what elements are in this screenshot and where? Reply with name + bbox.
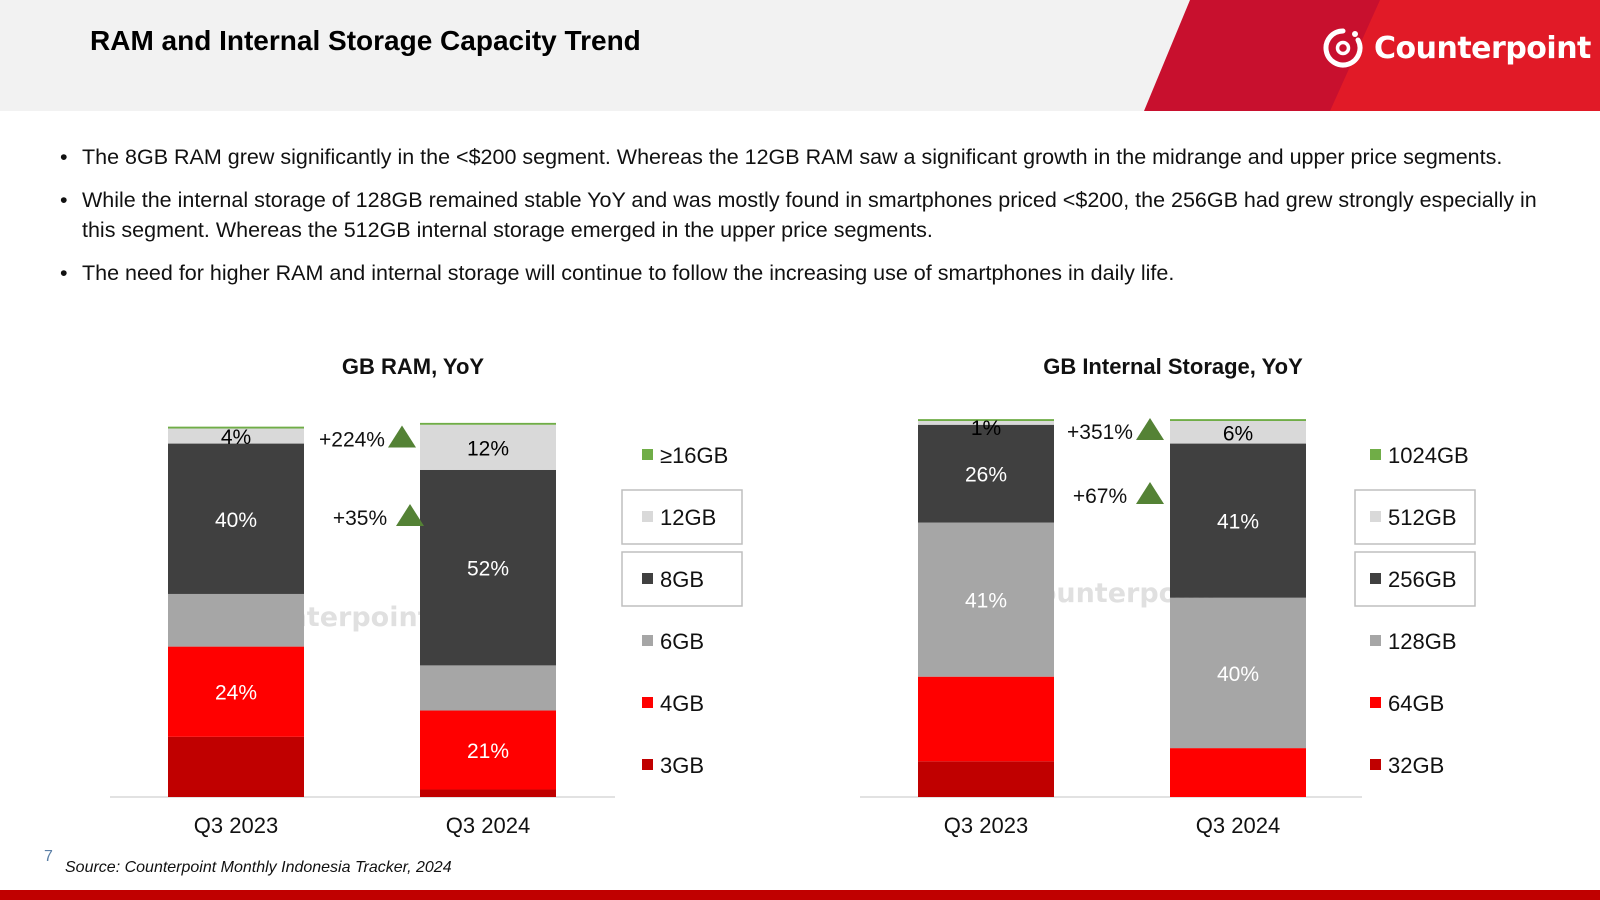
bar-segment-4gb	[168, 646, 304, 737]
x-tick-label: Q3 2024	[1196, 813, 1280, 838]
triangle-up-icon	[396, 504, 424, 526]
bar-segment-64gb	[918, 676, 1054, 762]
page-number: 7	[44, 848, 53, 865]
legend-label: 12GB	[660, 505, 716, 530]
bar-segment-8gb	[168, 443, 304, 594]
legend-label: 32GB	[1388, 753, 1444, 778]
bar-segment-3gb	[168, 736, 304, 797]
legend-label: 256GB	[1388, 567, 1457, 592]
brand-name: Counterpoint	[1374, 30, 1591, 66]
bar-segment-gte-16gb	[168, 426, 304, 429]
brand: Counterpoint	[1322, 27, 1591, 69]
data-label: 4%	[221, 426, 251, 449]
data-label: 41%	[965, 590, 1007, 613]
data-label: 12%	[467, 437, 509, 460]
growth-annotation: +351%	[1067, 421, 1133, 444]
bullet-item: The 8GB RAM grew significantly in the <$…	[60, 142, 1540, 172]
legend-label: 1024GB	[1388, 443, 1469, 468]
x-tick-label: Q3 2023	[944, 813, 1028, 838]
legend-swatch-32gb	[1370, 759, 1381, 770]
legend-swatch-12gb	[642, 511, 653, 522]
bar-segment-128gb	[918, 522, 1054, 677]
data-label: 24%	[215, 682, 257, 705]
legend-label: 64GB	[1388, 691, 1444, 716]
source-note: Source: Counterpoint Monthly Indonesia T…	[65, 859, 452, 876]
legend-swatch-512gb	[1370, 511, 1381, 522]
legend-swatch-8gb	[642, 573, 653, 584]
legend-label: ≥16GB	[660, 443, 728, 468]
brand-banner-light	[1330, 0, 1600, 111]
brand-banner	[1144, 0, 1600, 111]
legend-swatch-6gb	[642, 635, 653, 646]
data-label: 41%	[1217, 511, 1259, 534]
data-label: 40%	[1217, 663, 1259, 686]
triangle-up-icon	[1136, 482, 1164, 504]
data-label: 52%	[467, 558, 509, 581]
bar-segment-6gb	[420, 665, 556, 711]
x-tick-label: Q3 2023	[194, 813, 278, 838]
bar-segment-12gb	[420, 424, 556, 470]
bullet-list: The 8GB RAM grew significantly in the <$…	[60, 142, 1540, 301]
growth-annotation: +35%	[333, 507, 387, 530]
growth-annotation: +224%	[319, 429, 385, 452]
data-label: 26%	[965, 464, 1007, 487]
bar-segment-32gb	[918, 761, 1054, 797]
legend-label: 4GB	[660, 691, 704, 716]
bar-segment-256gb	[1170, 443, 1306, 598]
legend-swatch-gte-16gb	[642, 449, 653, 460]
legend-swatch-256gb	[1370, 573, 1381, 584]
legend-swatch-3gb	[642, 759, 653, 770]
bar-segment-512gb	[1170, 421, 1306, 444]
triangle-up-icon	[388, 425, 416, 448]
counterpoint-logo-icon	[1323, 28, 1363, 68]
bar-segment-4gb	[420, 710, 556, 790]
bullet-item: The need for higher RAM and internal sto…	[60, 258, 1540, 288]
bar-segment-8gb	[420, 469, 556, 666]
data-label: 21%	[467, 740, 509, 763]
bar-segment-512gb	[918, 421, 1054, 425]
legend-label: 128GB	[1388, 629, 1457, 654]
bar-segment-1024gb	[1170, 419, 1306, 421]
legend-label: 512GB	[1388, 505, 1457, 530]
bar-segment-12gb	[168, 428, 304, 444]
bar-segment-gte-16gb	[420, 422, 556, 425]
growth-annotation: +67%	[1073, 485, 1127, 508]
bar-segment-128gb	[1170, 597, 1306, 749]
data-label: 6%	[1223, 422, 1253, 445]
legend-swatch-1024gb	[1370, 449, 1381, 460]
legend-label: 6GB	[660, 629, 704, 654]
bullet-item: While the internal storage of 128GB rema…	[60, 185, 1540, 245]
data-label: 40%	[215, 509, 257, 532]
x-tick-label: Q3 2024	[446, 813, 530, 838]
legend-swatch-4gb	[642, 697, 653, 708]
slide-title: RAM and Internal Storage Capacity Trend	[90, 25, 641, 56]
legend-swatch-128gb	[1370, 635, 1381, 646]
legend-swatch-64gb	[1370, 697, 1381, 708]
bar-segment-6gb	[168, 593, 304, 647]
bar-segment-1024gb	[918, 419, 1054, 421]
bottom-bar	[0, 890, 1600, 900]
legend-label: 3GB	[660, 753, 704, 778]
triangle-up-icon	[1136, 418, 1164, 440]
bar-segment-256gb	[918, 424, 1054, 523]
bar-segment-64gb	[1170, 748, 1306, 797]
bar-segment-3gb	[420, 789, 556, 797]
chart-title: GB RAM, YoY	[342, 354, 485, 379]
data-label: 1%	[971, 417, 1001, 440]
chart-title: GB Internal Storage, YoY	[1043, 354, 1303, 379]
legend-label: 8GB	[660, 567, 704, 592]
